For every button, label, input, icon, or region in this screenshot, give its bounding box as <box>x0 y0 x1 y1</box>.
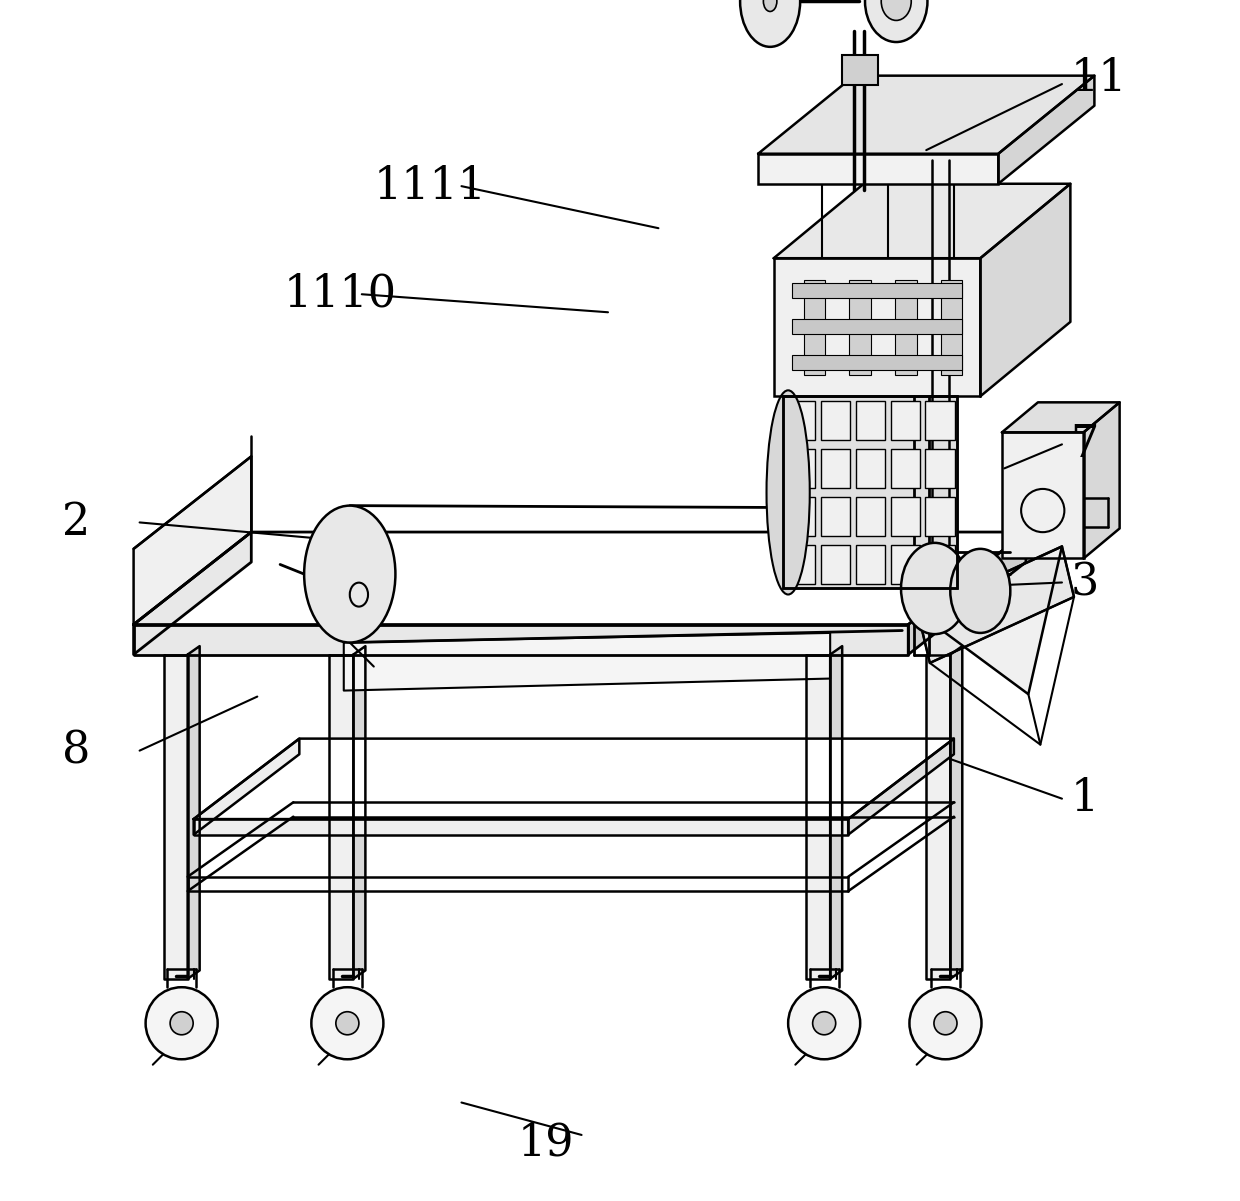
Polygon shape <box>998 76 1095 184</box>
Bar <box>925 497 955 536</box>
Bar <box>849 280 870 375</box>
Bar <box>856 497 885 536</box>
Bar <box>774 258 981 396</box>
Bar <box>784 396 957 588</box>
Text: 8: 8 <box>62 729 91 772</box>
Polygon shape <box>193 819 848 835</box>
Text: 1110: 1110 <box>284 273 397 316</box>
Ellipse shape <box>950 549 1011 633</box>
Circle shape <box>789 987 861 1059</box>
Bar <box>821 545 851 584</box>
Polygon shape <box>343 633 830 691</box>
Bar <box>842 55 878 85</box>
Bar <box>895 280 916 375</box>
Text: 11: 11 <box>1070 56 1127 100</box>
Bar <box>925 449 955 488</box>
Bar <box>941 280 962 375</box>
Ellipse shape <box>764 0 777 12</box>
Polygon shape <box>830 646 842 979</box>
Text: 1: 1 <box>1070 777 1099 820</box>
Bar <box>1002 432 1084 558</box>
Circle shape <box>934 1011 957 1035</box>
Polygon shape <box>134 456 252 625</box>
Bar <box>821 401 851 440</box>
Bar <box>784 396 957 588</box>
Ellipse shape <box>866 0 928 42</box>
Polygon shape <box>981 184 1070 396</box>
Bar <box>786 401 816 440</box>
Bar <box>925 401 955 440</box>
Ellipse shape <box>882 0 911 20</box>
Polygon shape <box>806 655 830 979</box>
Circle shape <box>311 987 383 1059</box>
Ellipse shape <box>304 506 396 643</box>
Text: 19: 19 <box>518 1122 574 1165</box>
Bar <box>774 258 981 396</box>
Polygon shape <box>330 655 353 979</box>
Bar <box>804 280 826 375</box>
Ellipse shape <box>766 390 810 594</box>
Ellipse shape <box>901 543 968 634</box>
Bar <box>890 401 920 440</box>
Bar <box>792 355 962 370</box>
Text: 2: 2 <box>62 501 89 544</box>
Bar <box>786 497 816 536</box>
Polygon shape <box>1084 402 1120 558</box>
Bar <box>856 401 885 440</box>
Polygon shape <box>1002 402 1120 432</box>
Polygon shape <box>758 76 1095 154</box>
Circle shape <box>909 987 982 1059</box>
Bar <box>890 545 920 584</box>
Polygon shape <box>848 739 954 835</box>
Polygon shape <box>353 646 366 979</box>
Bar <box>758 154 998 184</box>
Polygon shape <box>774 184 1070 258</box>
Bar <box>856 545 885 584</box>
Circle shape <box>170 1011 193 1035</box>
Polygon shape <box>950 646 962 979</box>
Polygon shape <box>193 739 954 819</box>
Polygon shape <box>918 546 1061 694</box>
Bar <box>821 497 851 536</box>
Bar <box>890 449 920 488</box>
Text: 3: 3 <box>1070 561 1099 604</box>
Polygon shape <box>134 625 908 655</box>
Circle shape <box>812 1011 836 1035</box>
Text: 7: 7 <box>1070 423 1099 466</box>
Bar <box>784 396 957 588</box>
Bar <box>925 545 955 584</box>
Ellipse shape <box>740 0 800 47</box>
Bar <box>792 319 962 334</box>
Bar <box>786 545 816 584</box>
Polygon shape <box>164 655 187 979</box>
Bar <box>856 449 885 488</box>
Bar <box>821 449 851 488</box>
Text: 1111: 1111 <box>373 165 487 208</box>
Bar <box>792 283 962 298</box>
Circle shape <box>145 987 218 1059</box>
Polygon shape <box>908 532 1025 655</box>
Circle shape <box>336 1011 358 1035</box>
Polygon shape <box>187 646 200 979</box>
Polygon shape <box>134 532 252 655</box>
Polygon shape <box>918 546 1074 663</box>
Bar <box>890 497 920 536</box>
Polygon shape <box>926 655 950 979</box>
Polygon shape <box>193 739 299 835</box>
Polygon shape <box>134 532 1025 625</box>
Bar <box>786 449 816 488</box>
